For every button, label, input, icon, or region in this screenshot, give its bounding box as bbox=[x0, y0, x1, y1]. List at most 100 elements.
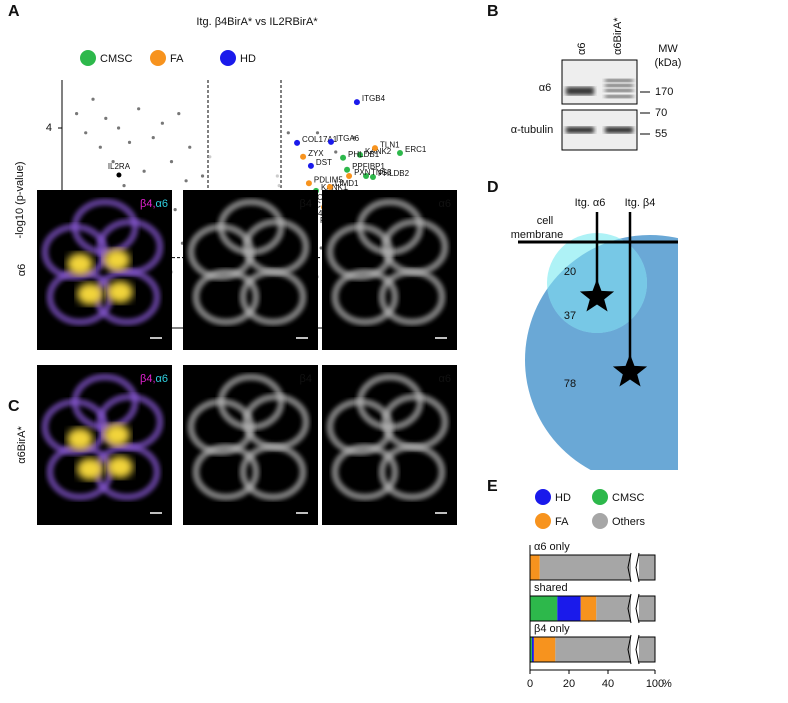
point-label: PPFIBP1 bbox=[352, 162, 385, 171]
category-label: shared bbox=[534, 582, 568, 594]
legend-label: FA bbox=[555, 516, 569, 528]
nucleus bbox=[107, 281, 133, 303]
channel-name: β4 bbox=[140, 198, 152, 210]
data-point bbox=[369, 173, 376, 180]
point-label: LIMD1 bbox=[335, 179, 359, 188]
background-point bbox=[111, 160, 115, 164]
bar-segment bbox=[531, 637, 534, 662]
point-label: PHLDB1 bbox=[348, 150, 380, 159]
legend-label: HD bbox=[240, 53, 256, 65]
background-point bbox=[315, 131, 320, 135]
cell-ring bbox=[356, 373, 424, 431]
data-point bbox=[357, 151, 364, 158]
channel-name: α6 bbox=[156, 198, 168, 210]
background-point bbox=[84, 131, 88, 135]
data-point bbox=[363, 173, 370, 179]
x-tick-label: 20 bbox=[563, 678, 575, 690]
band bbox=[605, 95, 633, 98]
background-point bbox=[122, 184, 126, 188]
axis-break bbox=[631, 594, 639, 623]
legend-marker bbox=[535, 489, 551, 505]
legend-label: CMSC bbox=[100, 53, 132, 65]
background-point bbox=[151, 136, 155, 140]
data-point bbox=[344, 166, 351, 173]
cell-ring bbox=[239, 268, 307, 326]
row-label: α6BirA* bbox=[16, 426, 28, 464]
point-label: TLN1 bbox=[380, 140, 400, 149]
panel-label: D bbox=[487, 179, 499, 196]
cell-ring bbox=[217, 198, 285, 256]
count-label: 37 bbox=[564, 310, 576, 322]
mw-title: MW bbox=[658, 43, 678, 55]
legend-label: FA bbox=[170, 53, 184, 65]
x-tick-label: 0 bbox=[527, 678, 533, 690]
background-point bbox=[91, 97, 95, 101]
y-tick-label: 4 bbox=[46, 122, 52, 134]
channel-name: , bbox=[152, 373, 155, 385]
background-point bbox=[188, 145, 192, 149]
legend-marker bbox=[220, 50, 236, 66]
background-point bbox=[169, 160, 174, 164]
background-point bbox=[184, 179, 188, 183]
axis-break bbox=[631, 553, 639, 582]
point-label: ITGA6 bbox=[336, 134, 360, 143]
point-label: ITGB4 bbox=[362, 94, 386, 103]
star bbox=[579, 279, 615, 312]
data-point bbox=[300, 153, 307, 160]
bar-segment bbox=[557, 596, 581, 621]
band bbox=[605, 84, 633, 87]
cell-ring bbox=[356, 198, 424, 256]
mw-label: 170 bbox=[655, 86, 673, 98]
bar-segment bbox=[533, 637, 556, 662]
background-point bbox=[319, 246, 323, 250]
bar-segment bbox=[530, 555, 540, 580]
data-point bbox=[305, 180, 312, 187]
background-point bbox=[275, 174, 279, 178]
legend-marker bbox=[592, 489, 608, 505]
lane-label: α6 bbox=[576, 43, 588, 55]
background-point bbox=[200, 174, 205, 178]
chart-title: Itg. β4BirA* vs IL2RBirA* bbox=[196, 16, 318, 28]
point-label: PHLDB2 bbox=[378, 169, 410, 178]
cell-ring bbox=[217, 373, 285, 431]
cell-ring bbox=[331, 268, 399, 326]
background-point bbox=[352, 136, 356, 140]
legend-marker bbox=[80, 50, 96, 66]
category-label: α6 only bbox=[534, 541, 570, 553]
channel-name: , bbox=[152, 198, 155, 210]
background-point bbox=[142, 169, 146, 173]
data-point bbox=[396, 149, 403, 156]
bar-segment bbox=[530, 596, 558, 621]
nucleus bbox=[107, 456, 133, 478]
break-mark bbox=[627, 593, 640, 624]
axis-break bbox=[631, 635, 639, 664]
background-point bbox=[177, 112, 181, 116]
legend-marker bbox=[150, 50, 166, 66]
nucleus bbox=[104, 249, 130, 271]
point-label: IL2RA bbox=[108, 162, 131, 171]
membrane-label: cell bbox=[537, 215, 554, 227]
background-point bbox=[173, 208, 177, 212]
mw-label: 55 bbox=[655, 128, 667, 140]
cell-ring bbox=[71, 373, 139, 431]
highlight-point bbox=[116, 172, 122, 178]
x-tick-label: 100 bbox=[646, 678, 664, 690]
legend-label: Others bbox=[612, 516, 646, 528]
point-label: DST bbox=[316, 158, 332, 167]
row-label: α-tubulin bbox=[511, 124, 553, 136]
row-label: α6 bbox=[539, 82, 551, 94]
nucleus bbox=[104, 424, 130, 446]
point-label: PXN bbox=[354, 168, 371, 177]
data-point bbox=[340, 154, 347, 161]
point-label: COL17A1 bbox=[302, 135, 338, 144]
row-label: α6 bbox=[16, 264, 28, 276]
nucleus bbox=[67, 428, 93, 450]
panel-label: E bbox=[487, 478, 498, 495]
background-point bbox=[104, 116, 108, 120]
panel-label: C bbox=[8, 398, 20, 415]
channel-name: α6 bbox=[156, 373, 168, 385]
data-point bbox=[294, 139, 301, 146]
point-label: PDLIM5 bbox=[314, 175, 343, 184]
cell-ring bbox=[239, 443, 307, 501]
